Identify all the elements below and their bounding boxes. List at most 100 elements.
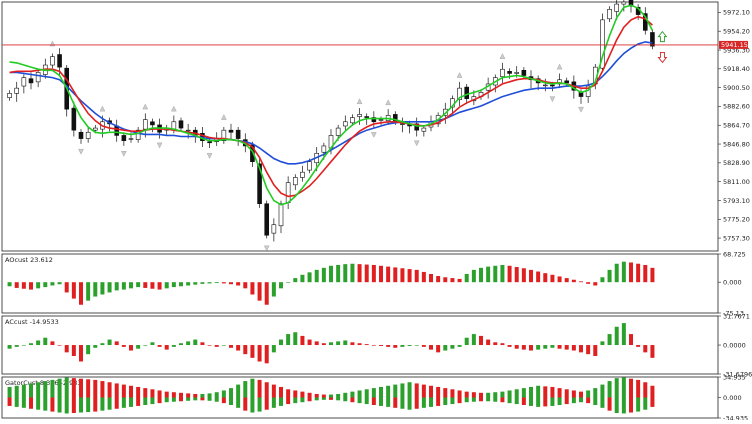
histogram-bar: [329, 265, 333, 283]
histogram-bar: [336, 264, 341, 283]
candle-bull: [307, 161, 312, 171]
histogram-bar: [421, 345, 426, 347]
gator-bar-upper: [629, 378, 633, 398]
gator-bar-lower: [114, 397, 119, 409]
histogram-bar: [100, 282, 105, 295]
histogram-bar: [407, 345, 412, 346]
candle-bull: [542, 84, 548, 87]
price-axis-tick-label: 5954.20: [723, 28, 750, 36]
gator-bar-upper: [7, 386, 12, 398]
histogram-bar: [393, 267, 398, 283]
histogram-bar: [279, 282, 283, 289]
histogram-bar: [357, 343, 362, 346]
gator-bar-upper: [336, 393, 341, 398]
gator-bar-lower: [429, 397, 433, 407]
gator-bar-upper: [593, 388, 598, 398]
gator-bar-upper: [314, 393, 319, 398]
gator-bar-lower: [186, 397, 191, 401]
ac-axis-tick-label: -31.6796: [723, 370, 752, 378]
histogram-bar: [579, 345, 583, 353]
gator-bar-lower: [421, 397, 426, 408]
gator-bar-lower: [407, 397, 412, 410]
candle-bear: [28, 78, 34, 84]
candle-bull: [378, 119, 384, 121]
histogram-bar: [343, 264, 348, 283]
gator-bar-lower: [164, 397, 169, 403]
histogram-bar: [229, 345, 233, 348]
gator-bar-upper: [500, 391, 505, 398]
histogram-bar: [271, 345, 276, 353]
histogram-bar: [293, 332, 298, 346]
histogram-bar: [636, 263, 641, 283]
gator-bar-upper: [257, 379, 262, 398]
histogram-bar: [629, 262, 633, 283]
price-axis-tick-label: 5936.30: [723, 46, 750, 54]
histogram-bar: [171, 282, 176, 288]
histogram-bar: [71, 282, 76, 299]
histogram-bar: [257, 345, 262, 362]
candles-group: [7, 0, 655, 242]
gator-bar-lower: [257, 397, 262, 412]
gator-bar-lower: [450, 397, 455, 405]
fractal-down-marker: [121, 151, 127, 157]
histogram-bar: [450, 278, 455, 283]
gator-bar-lower: [207, 397, 212, 401]
gator-bar-lower: [236, 397, 241, 408]
price-axis-tick-label: 5882.60: [723, 103, 750, 111]
gator-bar-upper: [21, 384, 26, 398]
gator-bar-lower: [193, 397, 198, 401]
histogram-bar: [107, 339, 112, 346]
histogram-bar: [50, 341, 55, 346]
gator-bar-lower: [214, 397, 219, 402]
gator-bar-lower: [200, 397, 205, 401]
gator-bar-upper: [200, 393, 205, 398]
gator-bar-lower: [150, 397, 155, 405]
histogram-bar: [479, 267, 483, 283]
histogram-bar: [457, 345, 462, 347]
candle-bull: [607, 9, 612, 20]
gator-bar-lower: [43, 397, 48, 411]
candle-bull: [621, 1, 627, 5]
gator-bar-upper: [79, 378, 83, 398]
histogram-bar: [164, 282, 169, 289]
fractal-up-marker: [499, 53, 506, 59]
histogram-bar: [536, 345, 541, 350]
histogram-bar: [600, 341, 605, 346]
candle-bull: [128, 138, 134, 140]
alligator-jaw-line: [9, 41, 653, 165]
histogram-bar: [279, 339, 283, 346]
candle-bear: [207, 141, 212, 144]
histogram-bar: [79, 282, 83, 305]
histogram-bar: [286, 334, 291, 346]
histogram-bar: [521, 268, 526, 283]
histogram-bar: [450, 345, 455, 349]
histogram-bar: [614, 326, 619, 346]
gator-bar-upper: [536, 385, 541, 398]
histogram-bar: [207, 282, 212, 284]
ao-axis-tick-label: -75.13: [723, 309, 744, 317]
gator-bar-upper: [486, 392, 491, 398]
gator-bar-upper: [514, 389, 519, 398]
gator-bar-upper: [600, 384, 605, 398]
histogram-bar: [314, 269, 319, 283]
histogram-bar: [214, 345, 219, 347]
histogram-bar: [571, 279, 576, 283]
gator-bar-upper: [350, 391, 355, 398]
signal-up-arrow: [657, 30, 668, 43]
histogram-bar: [300, 335, 305, 346]
gator-bar-upper: [150, 389, 155, 398]
histogram-bar: [329, 342, 333, 346]
histogram-bar: [621, 261, 626, 283]
price-axis-tick-label: 5828.90: [723, 159, 750, 167]
gator-bar-upper: [29, 383, 33, 398]
histogram-bar: [364, 264, 369, 283]
gator-bar-lower: [443, 397, 448, 406]
histogram-bar: [379, 345, 383, 346]
histogram-bar: [86, 282, 91, 301]
histogram-bar: [43, 337, 48, 346]
gator-bar-upper: [57, 378, 62, 398]
gator-bar-upper: [207, 393, 212, 398]
histogram-bar: [64, 282, 69, 293]
histogram-bar: [14, 282, 19, 288]
